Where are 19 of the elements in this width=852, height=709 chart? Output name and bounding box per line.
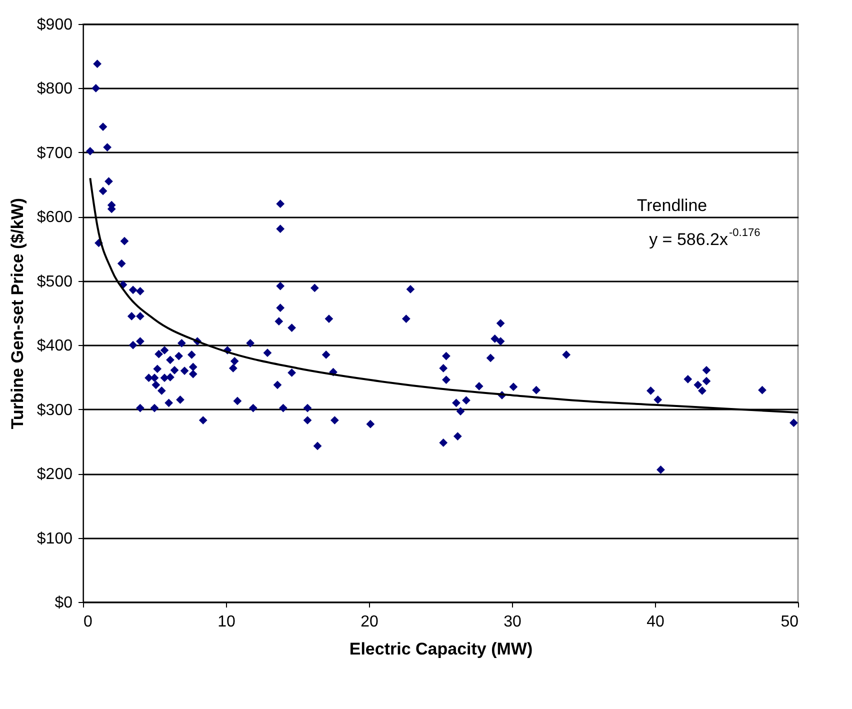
- x-tick-label: 40: [646, 614, 664, 630]
- x-tick-label: 50: [780, 614, 799, 630]
- x-tick-label: 10: [218, 614, 236, 630]
- y-tick-label: $500: [36, 273, 73, 290]
- y-tick-label: $0: [54, 594, 73, 612]
- text: Trendline: [636, 196, 708, 215]
- y-axis-title: Turbine Gen-set Price ($/kW): [8, 198, 27, 430]
- y-tick-label: $200: [36, 466, 73, 484]
- y-tick-label: $300: [36, 402, 73, 419]
- y-tick-label: $800: [36, 80, 73, 98]
- x-tick-label: 20: [360, 614, 378, 630]
- y-tick-label: $900: [36, 16, 73, 34]
- x-tick-label: 30: [504, 614, 522, 630]
- x-tick-label: 0: [84, 614, 92, 630]
- y-tick-label: $700: [36, 144, 73, 162]
- y-tick-label: $600: [36, 209, 73, 226]
- y-tick-label: $100: [36, 530, 73, 548]
- x-axis-title: Electric Capacity (MW): [349, 640, 533, 658]
- y-tick-label: $400: [36, 338, 73, 355]
